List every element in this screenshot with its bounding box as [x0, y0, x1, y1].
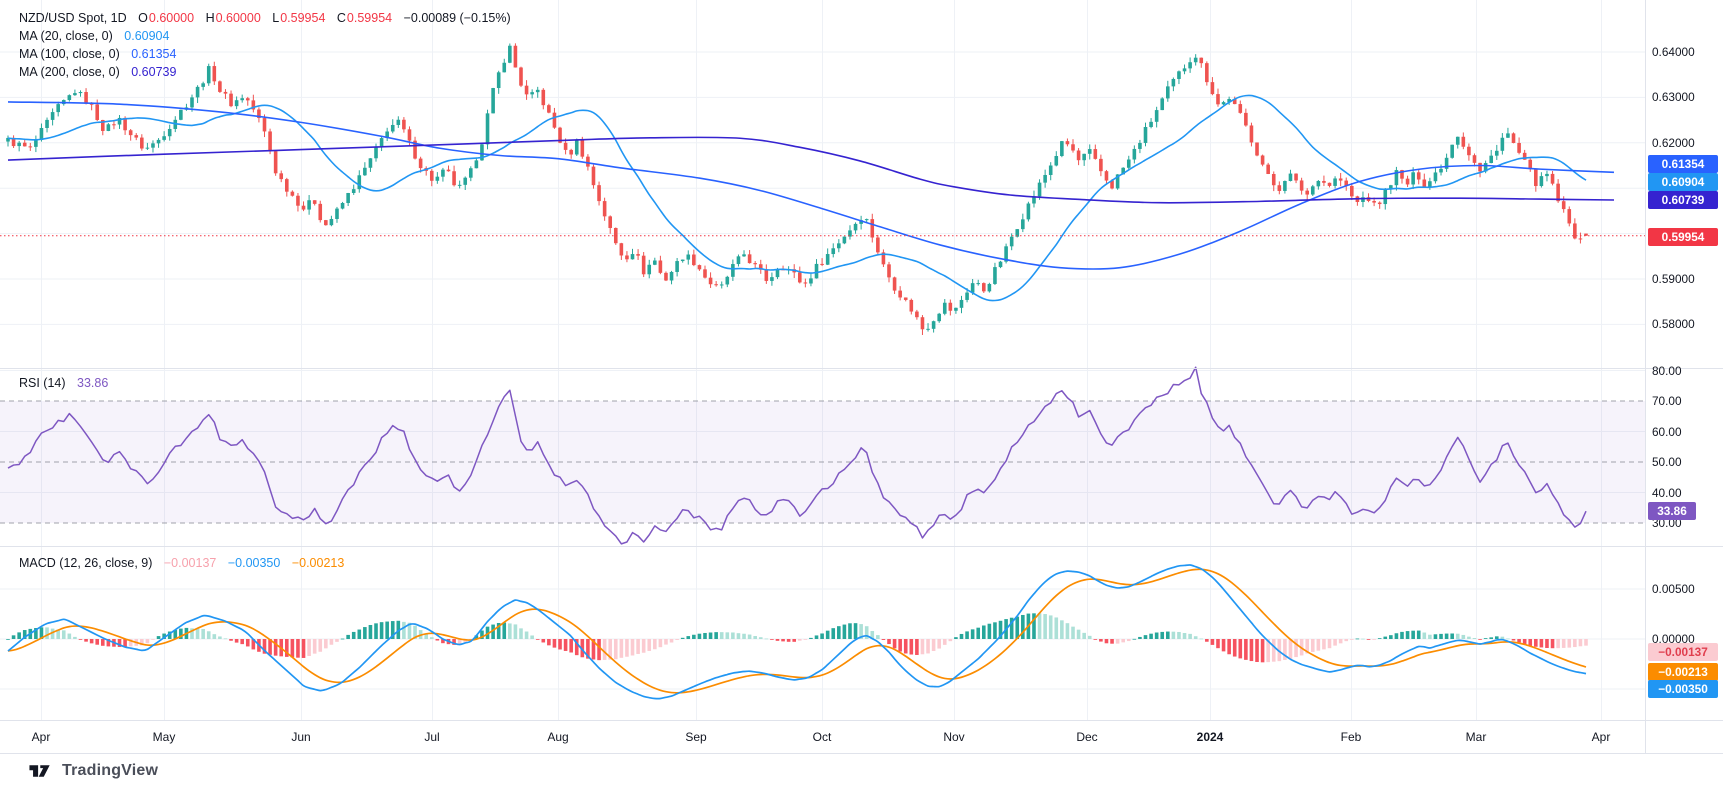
macd-value-badge: −0.00350: [1648, 680, 1718, 698]
tradingview-logo-icon: [29, 765, 50, 777]
time-axis-label: Aug: [547, 730, 569, 744]
low-value: 0.59954: [280, 11, 326, 25]
ma-price-badge: 0.60904: [1648, 173, 1718, 191]
rsi-label: RSI (14): [19, 376, 66, 390]
tradingview-logo[interactable]: TradingView: [28, 760, 158, 782]
time-axis-label: Sep: [685, 730, 707, 744]
open-label: O: [138, 11, 148, 25]
rsi-axis-label: 80.00: [1652, 363, 1682, 378]
ma200-legend-row[interactable]: MA (200, close, 0) 0.60739: [19, 63, 511, 81]
price-axis-label: 0.62000: [1652, 135, 1695, 150]
ma20-label: MA (20, close, 0): [19, 29, 113, 43]
time-axis-label: Apr: [31, 730, 51, 744]
ma100-label: MA (100, close, 0): [19, 47, 120, 61]
main-chart-legend: NZD/USD Spot, 1D O0.60000 H0.60000 L0.59…: [19, 9, 511, 81]
rsi-value: 33.86: [77, 376, 109, 390]
ma-price-badge: 0.60739: [1648, 191, 1718, 209]
rsi-axis-label: 60.00: [1652, 424, 1682, 439]
macd-label: MACD (12, 26, close, 9): [19, 556, 153, 570]
change-value: −0.00089 (−0.15%): [403, 11, 511, 25]
macd-signal-value: −0.00213: [291, 556, 345, 570]
close-label: C: [336, 11, 346, 25]
last-price-badge: 0.59954: [1648, 228, 1718, 246]
macd-legend[interactable]: MACD (12, 26, close, 9) −0.00137 −0.0035…: [19, 554, 344, 572]
price-axis-label: 0.64000: [1652, 45, 1695, 59]
macd-value-badge: −0.00137: [1648, 643, 1718, 661]
rsi-legend[interactable]: RSI (14) 33.86: [19, 374, 108, 392]
symbol-title: NZD/USD Spot, 1D: [19, 11, 127, 25]
time-axis-label: Jul: [424, 730, 440, 744]
tradingview-logo-text: TradingView: [62, 762, 159, 779]
ma20-legend-row[interactable]: MA (20, close, 0) 0.60904: [19, 27, 511, 45]
time-axis[interactable]: [0, 720, 1723, 753]
macd-axis-label: 0.00000: [1652, 632, 1695, 646]
ma20-value: 0.60904: [124, 29, 170, 43]
time-axis-label: Feb: [1340, 730, 1362, 744]
macd-axis-label: 0.00500: [1652, 582, 1695, 596]
price-axis-label: 0.63000: [1652, 90, 1695, 105]
ma200-label: MA (200, close, 0): [19, 65, 120, 79]
rsi-axis-label: 70.00: [1652, 394, 1682, 408]
close-value: 0.59954: [346, 11, 393, 25]
macd-value-badge: −0.00213: [1648, 663, 1718, 681]
rsi-value-badge: 33.86: [1648, 502, 1696, 521]
ma100-legend-row[interactable]: MA (100, close, 0) 0.61354: [19, 45, 511, 63]
macd-line-value: −0.00350: [227, 556, 281, 570]
time-axis-label: May: [152, 730, 176, 744]
price-axis-label: 0.58000: [1652, 317, 1695, 332]
rsi-axis-label: 40.00: [1652, 485, 1682, 500]
low-label: L: [272, 11, 280, 25]
price-axis-label: 0.59000: [1652, 272, 1695, 286]
time-axis-label: Oct: [812, 730, 832, 744]
time-axis-label: Nov: [943, 730, 965, 744]
time-axis-label: Mar: [1465, 730, 1487, 744]
ma100-value: 0.61354: [131, 47, 177, 61]
time-axis-label: Apr: [1591, 730, 1611, 744]
time-axis-label: 2024: [1196, 730, 1224, 744]
high-value: 0.60000: [215, 11, 261, 25]
symbol-legend-row[interactable]: NZD/USD Spot, 1D O0.60000 H0.60000 L0.59…: [19, 9, 511, 27]
time-axis-label: Jun: [291, 730, 311, 744]
ma-price-badge: 0.61354: [1648, 155, 1718, 173]
macd-hist-value: −0.00137: [163, 556, 217, 570]
open-value: 0.60000: [148, 11, 195, 25]
rsi-axis-label: 50.00: [1652, 455, 1682, 469]
time-axis-label: Dec: [1076, 730, 1098, 744]
ma200-value: 0.60739: [131, 65, 177, 79]
high-label: H: [205, 11, 215, 25]
